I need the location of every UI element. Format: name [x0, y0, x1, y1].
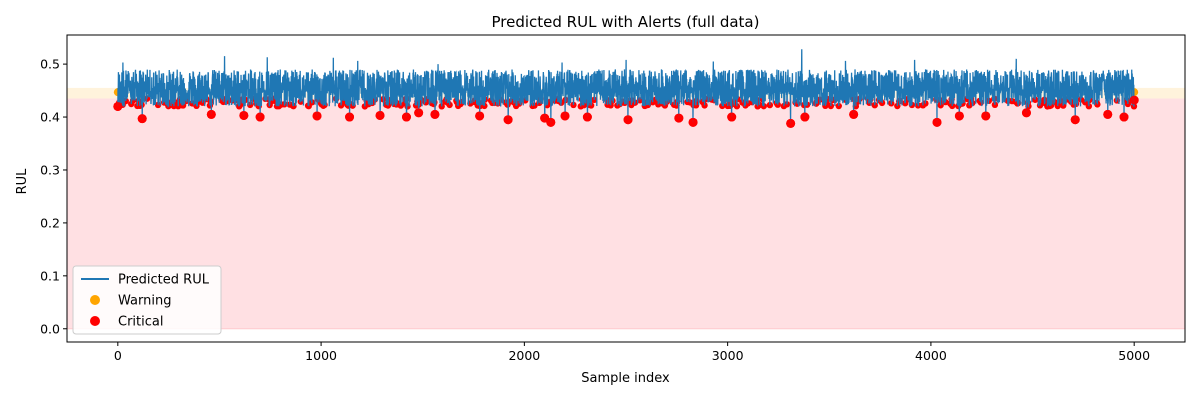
y-tick-label: 0.3: [40, 162, 60, 177]
band-critical: [67, 98, 1185, 329]
y-tick-label: 0.4: [40, 110, 60, 125]
critical-dip-point: [239, 110, 249, 120]
critical-dip-point: [206, 109, 216, 119]
critical-dip-point: [954, 111, 964, 121]
critical-dip-point: [345, 112, 355, 122]
x-tick-label: 2000: [508, 348, 540, 363]
legend-swatch-marker: [90, 316, 100, 326]
critical-dip-point: [312, 111, 322, 121]
x-tick-label: 0: [114, 348, 122, 363]
critical-dip-point: [414, 108, 424, 118]
predicted-rul-line: [117, 49, 1135, 124]
x-axis-label: Sample index: [581, 371, 670, 386]
y-tick-label: 0.1: [40, 268, 60, 283]
critical-dip-point: [137, 114, 147, 124]
critical-dip-point: [727, 112, 737, 122]
legend-label: Warning: [118, 294, 171, 309]
critical-dip-point: [849, 109, 859, 119]
legend-label: Predicted RUL: [118, 273, 210, 288]
critical-dip-point: [430, 109, 440, 119]
x-tick-label: 4000: [915, 348, 947, 363]
plot-area: 0 1000 2000 3000 4000 5000 0.0 0.1 0.2 0.3 0.4 0.5 P…: [40, 34, 1186, 363]
y-tick-label: 0.2: [40, 215, 60, 230]
critical-point: [1094, 101, 1101, 108]
x-tick-label: 3000: [712, 348, 744, 363]
critical-dip-point: [255, 112, 265, 122]
critical-dip-point: [800, 112, 810, 122]
plot-frame: [66, 34, 1186, 343]
legend: Predicted RUL Warning Critical: [72, 265, 222, 335]
critical-dip-point: [503, 115, 513, 125]
x-tick-label: 1000: [305, 348, 337, 363]
critical-dip-point: [113, 101, 123, 111]
critical-dip-point: [1021, 108, 1031, 118]
critical-dip-point: [475, 111, 485, 121]
critical-dip-point: [1103, 109, 1113, 119]
critical-dip-point: [1129, 95, 1139, 105]
critical-dip-point: [623, 115, 633, 125]
y-tick-label: 0.5: [40, 57, 60, 72]
critical-dip-point: [688, 117, 698, 127]
y-tick-label: 0.0: [40, 321, 60, 336]
critical-dip-point: [546, 117, 556, 127]
critical-dip-point: [582, 112, 592, 122]
critical-dip-point: [560, 111, 570, 121]
critical-dip-point: [674, 113, 684, 123]
x-tick-label: 5000: [1118, 348, 1150, 363]
critical-dip-point: [1070, 115, 1080, 125]
legend-box: [72, 265, 222, 335]
critical-dip-point: [375, 110, 385, 120]
y-axis-label: RUL: [15, 168, 30, 195]
critical-dip-point: [932, 117, 942, 127]
legend-swatch-marker: [90, 295, 100, 305]
critical-dip-point: [1119, 112, 1129, 122]
chart-title: Predicted RUL with Alerts (full data): [492, 13, 760, 31]
critical-dip-point: [981, 111, 991, 121]
critical-dip-point: [401, 112, 411, 122]
legend-label: Critical: [118, 315, 163, 330]
critical-dip-point: [786, 118, 796, 128]
